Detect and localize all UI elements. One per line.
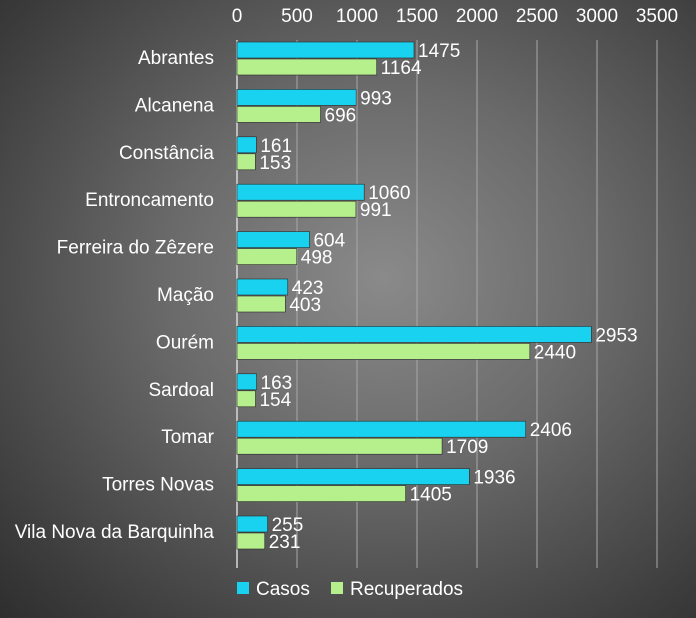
category-label-alcanena: Alcanena [135, 95, 215, 116]
data-label-recuperados-alcanena: 696 [325, 105, 357, 126]
category-label-torres-novas: Torres Novas [102, 475, 214, 496]
bar-recuperados-ferreira-do-zezere [236, 248, 298, 265]
category-label-entroncamento: Entroncamento [85, 190, 214, 211]
x-axis-ticks: 0 500 1000 1500 2000 2500 3000 3500 [232, 6, 678, 27]
tick-label-500: 500 [281, 6, 313, 27]
data-label-casos-entroncamento: 1060 [368, 183, 410, 204]
data-label-recuperados-tomar: 1709 [446, 437, 488, 458]
category-label-abrantes: Abrantes [138, 48, 214, 69]
bar-casos-constancia [236, 136, 257, 154]
bar-recuperados-constancia [236, 153, 256, 171]
bar-recuperados-ourem [236, 343, 531, 360]
legend: Casos Recuperados [237, 579, 463, 600]
bar-recuperados-torres-novas [236, 485, 406, 502]
bar-recuperados-tomar [236, 437, 443, 455]
data-label-recuperados-sardoal: 154 [259, 390, 291, 411]
legend-label-recuperados: Recuperados [350, 579, 463, 600]
bar-casos-torres-novas [236, 468, 470, 485]
data-label-recuperados-macao: 403 [289, 295, 321, 316]
bar-casos-macao [236, 278, 289, 296]
bar-recuperados-abrantes [236, 58, 377, 76]
data-label-casos-torres-novas: 1936 [473, 468, 515, 489]
category-labels: Abrantes Alcanena Constância Entroncamento F… [15, 48, 215, 543]
tick-label-2500: 2500 [516, 6, 558, 27]
legend-label-casos: Casos [256, 579, 310, 600]
bar-casos-ourem [236, 326, 592, 343]
tick-label-2000: 2000 [456, 6, 498, 27]
category-label-sardoal: Sardoal [149, 380, 215, 401]
data-label-casos-vila-nova-da-barquinha: 255 [272, 515, 304, 536]
data-label-recuperados-entroncamento: 991 [360, 200, 392, 221]
bar-recuperados-entroncamento [236, 200, 357, 218]
category-label-tomar: Tomar [161, 427, 214, 448]
bar-casos-ferreira-do-zezere [236, 231, 310, 248]
bar-casos-tomar [236, 420, 527, 438]
bar-casos-alcanena [236, 89, 357, 106]
data-label-casos-macao: 423 [292, 278, 324, 299]
category-label-ferreira-do-zezere: Ferreira do Zêzere [57, 238, 214, 259]
bar-casos-sardoal [236, 373, 257, 391]
tick-label-3500: 3500 [636, 6, 678, 27]
data-label-recuperados-abrantes: 1164 [381, 58, 422, 79]
bar-recuperados-alcanena [236, 106, 321, 123]
legend-swatch-casos [237, 582, 249, 594]
data-label-casos-sardoal: 163 [261, 373, 293, 394]
bar-recuperados-sardoal [236, 390, 256, 408]
bar-recuperados-macao [236, 295, 286, 313]
category-label-constancia: Constância [119, 143, 214, 164]
data-label-casos-ferreira-do-zezere: 604 [313, 231, 345, 252]
bar-casos-vila-nova-da-barquinha [236, 515, 268, 533]
category-label-macao: Mação [157, 285, 214, 306]
data-label-casos-tomar: 2406 [530, 420, 572, 441]
data-label-casos-alcanena: 993 [360, 88, 392, 109]
data-label-recuperados-vila-nova-da-barquinha: 231 [269, 532, 301, 553]
tick-label-3000: 3000 [576, 6, 618, 27]
category-label-vila-nova-da-barquinha: Vila Nova da Barquinha [15, 522, 215, 543]
bar-recuperados-vila-nova-da-barquinha [236, 532, 266, 550]
tick-label-0: 0 [232, 6, 243, 27]
legend-swatch-recuperados [331, 582, 343, 594]
bar-casos-entroncamento [236, 183, 365, 201]
tick-label-1500: 1500 [396, 6, 438, 27]
data-label-recuperados-constancia: 153 [259, 153, 291, 174]
tick-label-1000: 1000 [336, 6, 378, 27]
data-label-casos-constancia: 161 [260, 136, 292, 157]
data-label-casos-abrantes: 1475 [418, 41, 460, 62]
data-label-recuperados-torres-novas: 1405 [410, 485, 452, 506]
data-label-recuperados-ferreira-do-zezere: 498 [301, 248, 333, 269]
category-label-ourem: Ourém [156, 332, 214, 353]
bar-casos-abrantes [236, 41, 415, 59]
data-label-casos-ourem: 2953 [595, 325, 637, 346]
data-label-recuperados-ourem: 2440 [534, 342, 576, 363]
